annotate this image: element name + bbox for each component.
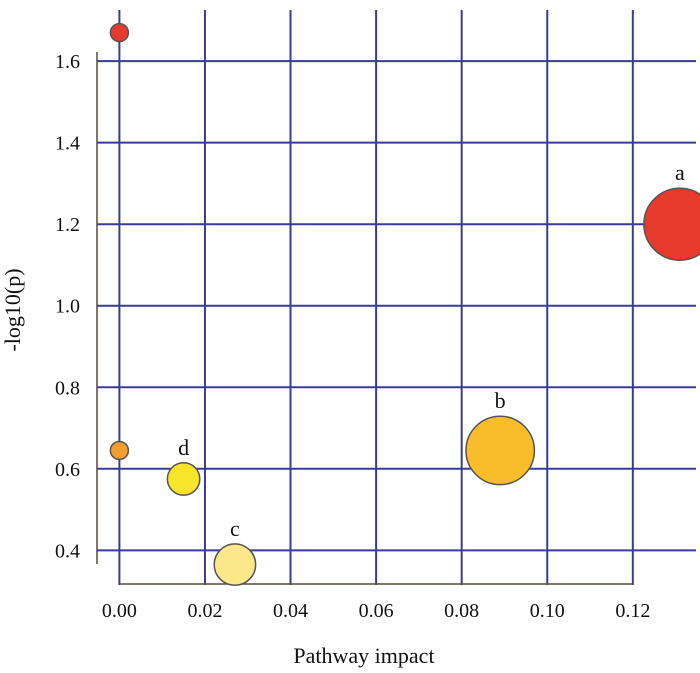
y-axis-ticks: 0.4 0.6 0.8 1.0 1.2 1.4 1.6 — [55, 51, 80, 562]
y-tick-label-3: 1.0 — [55, 296, 80, 318]
data-point-unlabeled-0 — [109, 22, 130, 43]
data-point-a — [643, 187, 700, 261]
data-points — [109, 22, 700, 587]
x-tick-label-6: 0.12 — [615, 600, 650, 622]
data-point-unlabeled-3 — [109, 440, 130, 461]
y-tick-label-5: 1.4 — [55, 133, 80, 155]
point-labels: a b d c — [178, 160, 685, 541]
x-axis-ticks: 0.00 0.02 0.04 0.06 0.08 0.10 0.12 — [102, 600, 650, 622]
y-axis-title: -log10(p) — [0, 268, 25, 351]
y-tick-label-0: 0.4 — [55, 540, 80, 562]
data-point-c — [213, 543, 257, 587]
x-axis-title: Pathway impact — [293, 643, 434, 668]
x-tick-label-1: 0.02 — [187, 600, 222, 622]
point-label-a: a — [675, 160, 685, 185]
point-label-b: b — [495, 388, 506, 413]
y-tick-label-6: 1.6 — [55, 51, 80, 73]
x-tick-label-2: 0.04 — [273, 600, 308, 622]
x-tick-label-0: 0.00 — [102, 600, 137, 622]
x-tick-label-5: 0.10 — [530, 600, 565, 622]
point-label-d: d — [178, 435, 189, 460]
axes — [96, 52, 633, 585]
x-tick-label-3: 0.06 — [359, 600, 394, 622]
data-point-d — [166, 462, 201, 496]
x-tick-label-4: 0.08 — [444, 600, 479, 622]
grid-lines — [97, 10, 696, 585]
y-tick-label-1: 0.6 — [55, 459, 80, 481]
y-tick-label-4: 1.2 — [55, 214, 80, 236]
y-tick-label-2: 0.8 — [55, 377, 80, 399]
point-label-c: c — [230, 516, 240, 541]
data-point-b — [465, 415, 536, 486]
